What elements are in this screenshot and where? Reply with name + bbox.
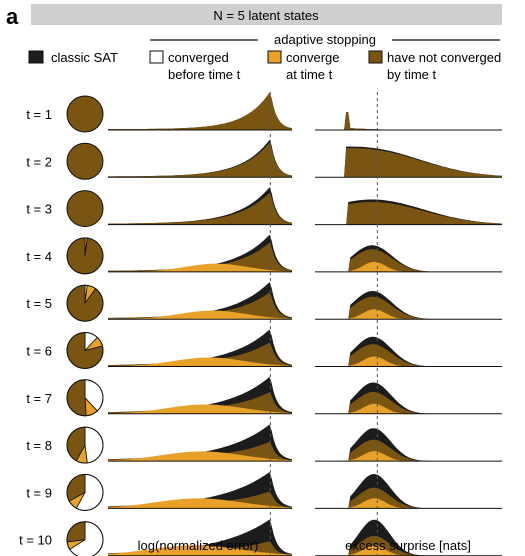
pie-slice-converged-before <box>84 426 104 464</box>
right-hist-converge-at <box>315 261 502 272</box>
left-hist-converge-at <box>108 310 292 320</box>
chart-row: t = 10 <box>19 519 502 556</box>
right-hist-classic <box>315 336 502 367</box>
row-label: t = 9 <box>26 485 52 500</box>
right-hist-not-converged <box>315 344 502 367</box>
right-hist-converge-at <box>315 403 502 414</box>
row-label: t = 8 <box>26 438 52 453</box>
chart-row: t = 6 <box>26 329 502 369</box>
chart-row: t = 2 <box>26 139 502 180</box>
legend-group-title: adaptive stopping <box>274 32 376 47</box>
legend-swatch-not-converged <box>368 50 383 64</box>
chart-rows: t = 1 t = 2 t = 3 t = 4 t = 5 t = 6 t = 7 t = 8… <box>19 92 502 556</box>
right-hist-classic <box>315 112 502 130</box>
left-hist-not-converged <box>108 292 292 320</box>
pie-outline <box>66 237 104 275</box>
legend-swatch-classic <box>28 50 44 64</box>
legend-swatch-converged-before <box>149 50 164 64</box>
right-hist-not-converged <box>315 112 502 130</box>
right-hist-not-converged <box>315 296 502 320</box>
left-hist-not-converged <box>108 342 292 367</box>
left-hist-converge-at <box>108 263 292 272</box>
chart-row: t = 7 <box>26 376 502 417</box>
right-axis-label: excess surprise [nats] <box>345 538 471 553</box>
pie-slice-not-converged <box>66 190 104 228</box>
row-label: t = 7 <box>26 391 52 406</box>
row-label: t = 5 <box>26 296 52 311</box>
panel-letter: a <box>6 4 19 29</box>
legend-converge-at-line2: at time t <box>286 67 333 82</box>
right-hist-converge-at <box>315 356 502 367</box>
row-label: t = 4 <box>26 249 52 264</box>
pie-slice-not-converged <box>66 95 104 133</box>
left-hist-converge-at <box>108 451 292 462</box>
right-hist-converge-at <box>315 545 502 556</box>
left-hist-not-converged <box>108 92 292 130</box>
left-axis-label: log(normalized error) <box>138 538 259 553</box>
pie-slice-not-converged <box>66 521 86 543</box>
left-hist-converge-at <box>108 545 292 556</box>
chart-row: t = 5 <box>26 282 502 322</box>
pie-outline <box>66 332 104 369</box>
pie-outline <box>66 473 104 511</box>
banner-background <box>31 4 502 25</box>
pie-slice-not-converged <box>66 142 104 180</box>
pie-slice-not-converged <box>66 379 87 417</box>
left-hist-converge-at <box>108 498 292 509</box>
right-hist-converge-at <box>315 451 502 462</box>
right-hist-converge-at <box>315 309 502 320</box>
legend-converge-at-line1: converge <box>286 50 339 65</box>
right-hist-not-converged <box>315 148 502 178</box>
right-hist-not-converged <box>315 391 502 414</box>
pie-outline <box>66 284 104 322</box>
pie-outline <box>66 426 104 464</box>
right-hist-classic <box>315 474 502 509</box>
legend-classic-label: classic SAT <box>51 50 118 65</box>
chart-row: t = 1 <box>26 92 502 133</box>
right-hist-converge-at <box>315 498 502 509</box>
chart-row: t = 8 <box>26 424 502 464</box>
legend-converged-before-line2: before time t <box>168 67 241 82</box>
legend-not-converged-line2: by time t <box>387 67 437 82</box>
pie-outline <box>66 521 104 556</box>
chart-axes: -15-10-502-1012 <box>269 92 378 556</box>
chart-row: t = 4 <box>26 234 502 275</box>
legend-not-converged-line1: have not converged <box>387 50 501 65</box>
legend-converged-before-line1: converged <box>168 50 229 65</box>
row-label: t = 6 <box>26 344 52 359</box>
right-hist-not-converged <box>315 249 502 272</box>
legend-converged-before-line2-text: before time t <box>168 67 241 82</box>
left-hist-not-converged <box>108 192 292 225</box>
left-hist-not-converged <box>108 242 292 272</box>
left-hist-converge-at <box>108 404 292 414</box>
pie-outline <box>66 379 104 417</box>
left-hist-converge-at <box>108 357 292 367</box>
row-label: t = 1 <box>26 107 52 122</box>
legend-swatch-converge-at <box>267 50 282 64</box>
left-hist-not-converged <box>108 142 292 178</box>
row-label: t = 10 <box>19 533 52 548</box>
left-hist-not-converged <box>108 392 292 414</box>
right-hist-classic <box>315 291 502 320</box>
row-label: t = 2 <box>26 154 52 169</box>
banner-title: N = 5 latent states <box>213 8 319 23</box>
right-hist-classic <box>315 382 502 414</box>
right-hist-classic <box>315 428 502 462</box>
row-label: t = 3 <box>26 202 52 217</box>
chart-row: t = 3 <box>26 187 502 228</box>
right-hist-not-converged <box>315 202 502 225</box>
chart-row: t = 9 <box>26 472 502 511</box>
